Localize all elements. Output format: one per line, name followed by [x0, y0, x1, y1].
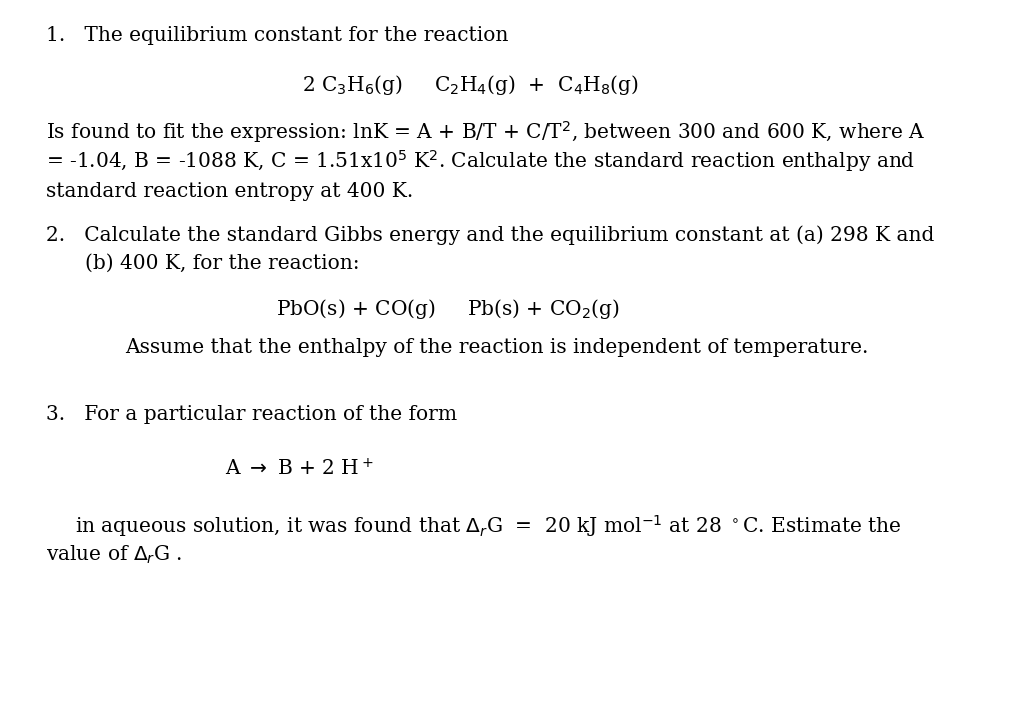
Text: 2.   Calculate the standard Gibbs energy and the equilibrium constant at (a) 298: 2. Calculate the standard Gibbs energy a…	[46, 226, 935, 246]
Text: standard reaction entropy at 400 K.: standard reaction entropy at 400 K.	[46, 182, 414, 201]
Text: 3.   For a particular reaction of the form: 3. For a particular reaction of the form	[46, 405, 457, 425]
Text: 2 C$_3$H$_6$(g)     C$_2$H$_4$(g)  +  C$_4$H$_8$(g): 2 C$_3$H$_6$(g) C$_2$H$_4$(g) + C$_4$H$_…	[302, 73, 639, 97]
Text: (b) 400 K, for the reaction:: (b) 400 K, for the reaction:	[85, 253, 359, 273]
Text: Assume that the enthalpy of the reaction is independent of temperature.: Assume that the enthalpy of the reaction…	[125, 338, 868, 357]
Text: value of $\Delta_r$G .: value of $\Delta_r$G .	[46, 544, 182, 566]
Text: Is found to fit the expression: lnK = A + B/T + C/T$^2$, between 300 and 600 K, : Is found to fit the expression: lnK = A …	[46, 119, 926, 145]
Text: A $\rightarrow$ B + 2 H$^+$: A $\rightarrow$ B + 2 H$^+$	[225, 459, 374, 480]
Text: PbO(s) + CO(g)     Pb(s) + CO$_2$(g): PbO(s) + CO(g) Pb(s) + CO$_2$(g)	[276, 297, 621, 320]
Text: 1.   The equilibrium constant for the reaction: 1. The equilibrium constant for the reac…	[46, 26, 509, 45]
Text: = -1.04, B = -1088 K, C = 1.51x10$^5$ K$^2$. Calculate the standard reaction ent: = -1.04, B = -1088 K, C = 1.51x10$^5$ K$…	[46, 148, 915, 174]
Text: in aqueous solution, it was found that $\Delta_r$G  =  20 kJ mol$^{-1}$ at 28 $^: in aqueous solution, it was found that $…	[75, 513, 901, 539]
